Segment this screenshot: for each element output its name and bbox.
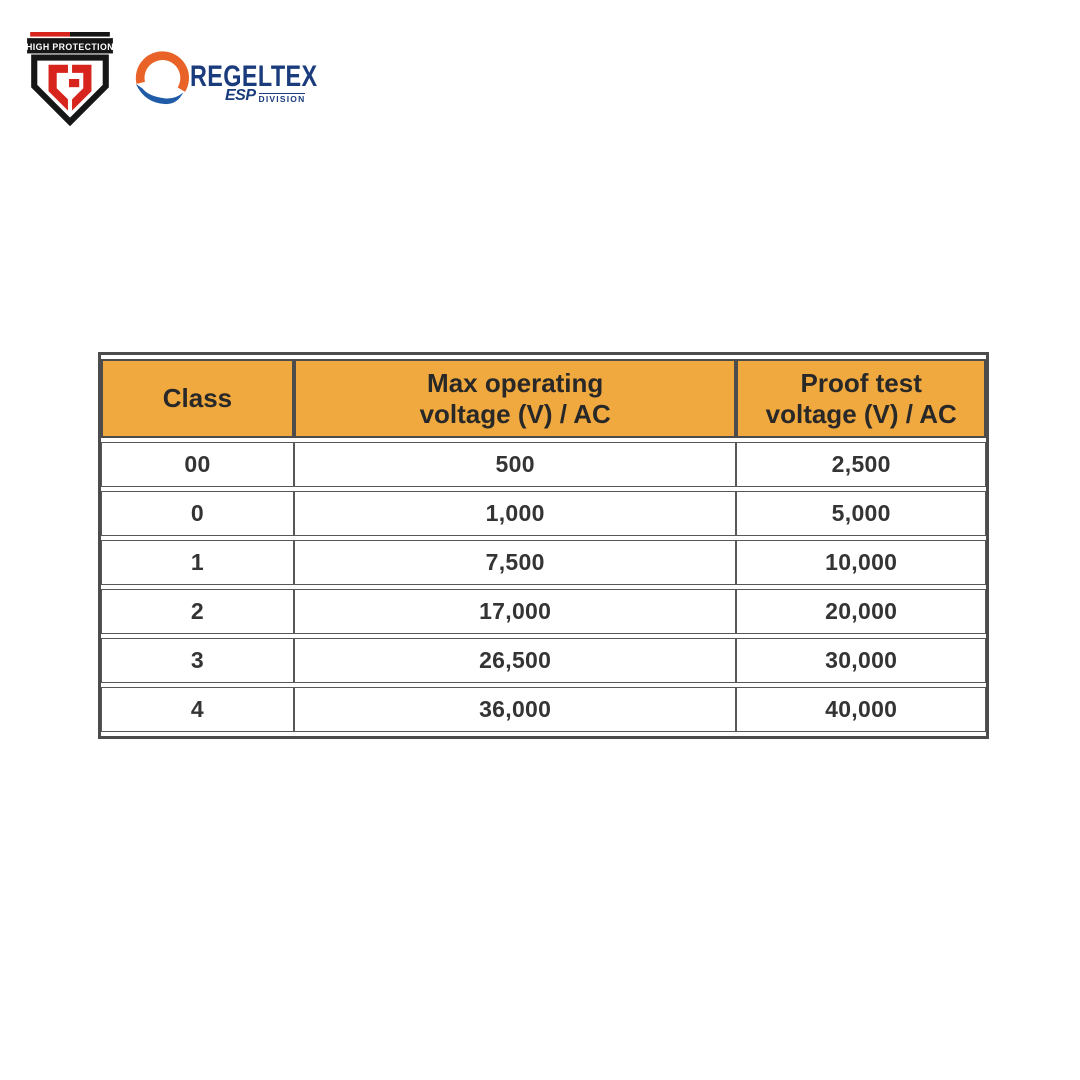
table-row: 4 36,000 40,000	[101, 687, 986, 733]
table-cell: 5,000	[736, 491, 986, 537]
table-cell: 2	[101, 589, 294, 635]
voltage-class-table-wrap: Class Max operating voltage (V) / AC Proof …	[98, 352, 989, 740]
table-cell: 7,500	[293, 540, 737, 586]
table-row: 1 7,500 10,000	[101, 540, 986, 586]
table-cell: 00	[101, 442, 294, 488]
table-cell: 36,000	[293, 687, 737, 733]
shield-icon: HIGH PROTECTION	[26, 32, 114, 127]
column-header: Proof test voltage (V) / AC	[736, 359, 986, 439]
table-cell: 10,000	[736, 540, 986, 586]
regeltex-swoosh-icon	[135, 51, 189, 105]
table-body: 00 500 2,500 0 1,000 5,000 1 7,500 10,000 2 17,000…	[101, 442, 986, 733]
table-row: 3 26,500 30,000	[101, 638, 986, 684]
table-cell: 40,000	[736, 687, 986, 733]
table-cell: 4	[101, 687, 294, 733]
regeltex-logo: REGELTEX ESP DIVISION	[133, 51, 333, 112]
table-cell: 26,500	[293, 638, 737, 684]
table-cell: 500	[293, 442, 737, 488]
table-row: 2 17,000 20,000	[101, 589, 986, 635]
esp-label: ESP	[225, 87, 256, 104]
table-cell: 30,000	[736, 638, 986, 684]
table-row: 0 1,000 5,000	[101, 491, 986, 537]
table-cell: 1,000	[293, 491, 737, 537]
high-protection-logo: HIGH PROTECTION	[26, 32, 114, 127]
table-row: 00 500 2,500	[101, 442, 986, 488]
column-header: Max operating voltage (V) / AC	[293, 359, 737, 439]
table-cell: 3	[101, 638, 294, 684]
table-cell: 17,000	[293, 589, 737, 635]
table-cell: 1	[101, 540, 294, 586]
division-label: DIVISION	[258, 92, 306, 104]
voltage-class-table: Class Max operating voltage (V) / AC Proof …	[98, 352, 989, 740]
table-cell: 20,000	[736, 589, 986, 635]
monogram-right	[72, 64, 92, 111]
regeltex-brand-name: REGELTEX	[190, 60, 318, 93]
table-cell: 2,500	[736, 442, 986, 488]
column-header: Class	[101, 359, 294, 439]
table-header-row: Class Max operating voltage (V) / AC Proof …	[101, 359, 986, 439]
regeltex-sub-brand: ESP DIVISION	[225, 87, 306, 104]
monogram-left	[48, 64, 68, 111]
table-cell: 0	[101, 491, 294, 537]
high-protection-banner-text: HIGH PROTECTION	[26, 42, 114, 52]
